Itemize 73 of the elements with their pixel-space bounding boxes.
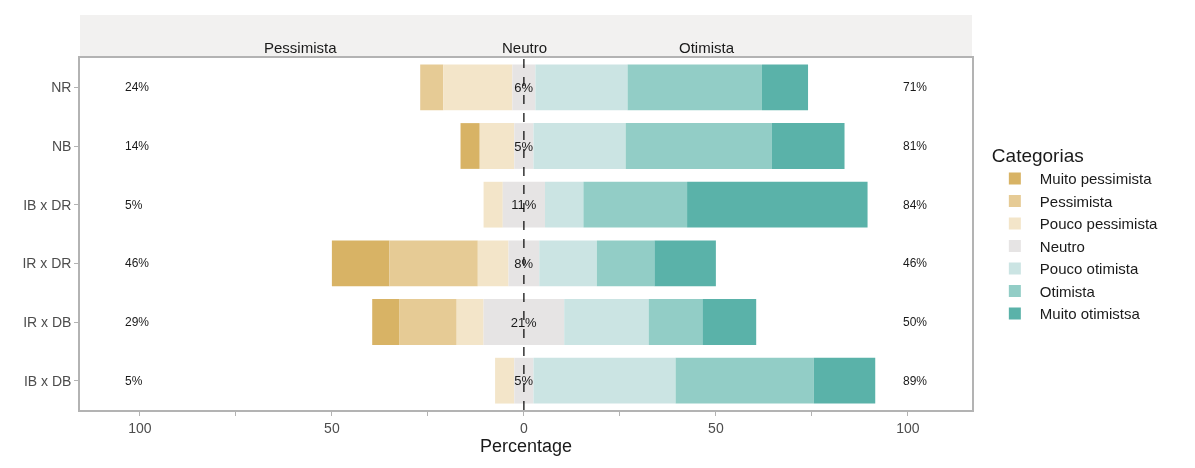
x-axis-title: Percentage — [479, 435, 573, 456]
bar — [564, 299, 649, 345]
legend-label: Neutro — [1039, 237, 1085, 255]
bar — [479, 123, 515, 169]
y-tick-label: NR — [51, 79, 72, 96]
legend-label: Muito otimistsa — [1039, 305, 1141, 323]
bar — [443, 64, 513, 111]
legend-label: Muito pessimista — [1039, 170, 1153, 188]
data-label: 5% — [514, 138, 534, 154]
annotation: 14% — [125, 139, 150, 153]
bar — [495, 357, 515, 404]
data-label: 21% — [510, 314, 538, 330]
legend-label: Pouco otimista — [1039, 260, 1139, 278]
text: Neutro — [502, 39, 548, 56]
bar — [372, 299, 400, 345]
bar — [771, 123, 845, 169]
bar — [477, 240, 509, 287]
data-label: 6% — [514, 79, 534, 95]
bar — [483, 299, 565, 345]
bar — [460, 123, 480, 169]
bar — [596, 240, 655, 287]
annotation: 5% — [125, 374, 143, 388]
bar — [399, 299, 457, 345]
bar — [675, 357, 814, 404]
text: Otimista — [679, 39, 735, 56]
x-tick-label: 0 — [519, 419, 528, 436]
y-tick-label: IB x DB — [23, 372, 72, 389]
bar — [533, 357, 676, 404]
bar — [502, 181, 546, 228]
bar — [456, 299, 484, 345]
y-tick-label: NB — [52, 137, 72, 154]
annotation: 24% — [125, 80, 150, 94]
bar — [813, 357, 876, 404]
annotation: 50% — [903, 315, 928, 329]
y-tick-label: IB x DR — [23, 196, 72, 213]
bar — [761, 64, 809, 111]
bar — [648, 299, 703, 345]
x-tick-label: 100 — [896, 419, 920, 436]
bar — [389, 240, 478, 287]
bar — [535, 64, 628, 111]
x-tick-label: 100 — [128, 419, 152, 436]
bar — [533, 123, 626, 169]
data-label: 8% — [514, 255, 534, 271]
bar — [483, 181, 503, 228]
annotation: 89% — [903, 374, 928, 388]
bar — [539, 240, 597, 287]
legend-label: Otimista — [1039, 282, 1096, 300]
data-label: 5% — [514, 373, 534, 389]
bar — [625, 123, 772, 169]
bar — [702, 299, 757, 345]
legend-title: Categorias — [991, 145, 1084, 167]
annotation: 71% — [903, 80, 928, 94]
legend-label: Pouco pessimista — [1039, 215, 1159, 233]
annotation: 81% — [903, 139, 928, 153]
annotation: 46% — [903, 256, 928, 270]
legend-label: Pessimista — [1039, 192, 1114, 210]
bar — [420, 64, 444, 111]
bar — [627, 64, 762, 111]
bar — [687, 181, 868, 228]
data-label: 11% — [511, 197, 537, 213]
bar — [654, 240, 716, 287]
bar — [583, 181, 688, 228]
annotation: 46% — [125, 256, 150, 270]
y-tick-label: IR x DB — [23, 313, 72, 330]
annotation: 5% — [125, 198, 143, 212]
text: Pessimista — [264, 39, 338, 56]
bar — [545, 181, 584, 228]
annotation: 84% — [903, 198, 928, 212]
x-tick-label: 50 — [324, 419, 340, 436]
annotation: 29% — [125, 315, 150, 329]
bar — [331, 240, 390, 287]
x-tick-label: 50 — [708, 419, 724, 436]
y-tick-label: IR x DR — [22, 255, 72, 272]
